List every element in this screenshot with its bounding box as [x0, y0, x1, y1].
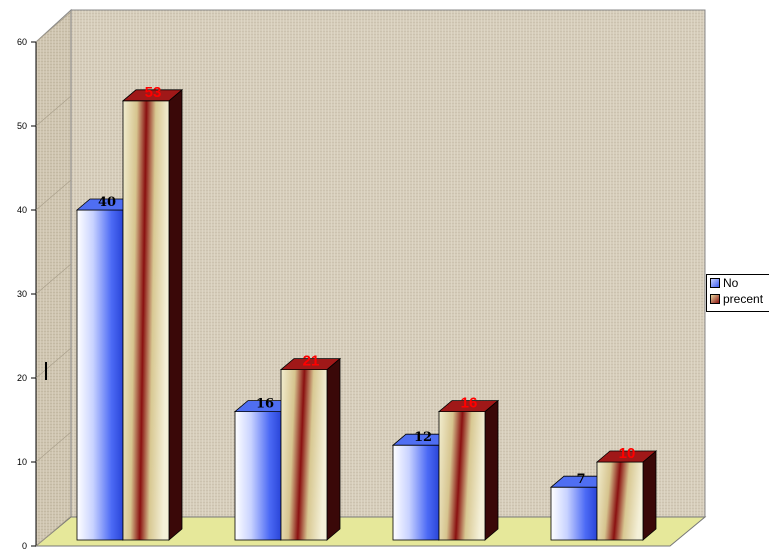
y-gridline-side	[35, 263, 72, 295]
bar-front	[438, 411, 486, 541]
legend: No precent	[706, 274, 769, 312]
data-label-No-1: 16	[256, 397, 274, 412]
bar-front	[122, 100, 170, 541]
data-label-precent-0: 53	[145, 84, 162, 101]
y-gridline-side	[35, 11, 72, 43]
data-label-No-3: 7	[576, 472, 585, 487]
y-gridline-side	[35, 347, 72, 379]
y-gridline-side	[35, 179, 72, 211]
data-label-precent-1: 21	[303, 353, 320, 370]
bar-precent-2	[437, 399, 500, 541]
legend-label-precent: precent	[723, 292, 764, 306]
bar-front	[596, 461, 644, 541]
bars-layer	[75, 88, 658, 541]
y-gridline-side	[35, 515, 72, 547]
y-tick-label: 10	[17, 457, 27, 467]
y-tick-label: 40	[17, 205, 27, 215]
y-tick-label: 30	[17, 289, 27, 299]
y-tick-label: 0	[22, 541, 27, 549]
data-label-No-0: 40	[98, 195, 116, 210]
bar-top	[595, 450, 658, 463]
floor	[34, 516, 707, 547]
legend-item-precent: precent	[707, 291, 769, 307]
bar-side	[168, 88, 183, 541]
legend-item-no: No	[707, 275, 769, 291]
legend-label-no: No	[723, 276, 739, 290]
y-gridline-side	[35, 95, 72, 127]
bar-front	[76, 209, 124, 541]
bar-side	[326, 357, 341, 541]
bar-precent-1	[279, 357, 342, 541]
bar-front	[550, 486, 598, 541]
data-label-No-2: 12	[414, 430, 432, 445]
bar-precent-0	[121, 88, 184, 541]
bar-front	[280, 369, 328, 541]
legend-swatch-no	[710, 278, 720, 288]
bar-side	[484, 399, 499, 541]
bar-precent-3	[595, 450, 658, 541]
bar-top	[121, 89, 184, 102]
data-label-precent-3: 10	[619, 445, 636, 462]
legend-swatch-precent	[710, 294, 720, 304]
bar-No-3	[549, 475, 612, 541]
bar-front	[392, 444, 440, 541]
side-wall	[35, 8, 72, 548]
data-labels-layer: 40 16 12 7 53 21 16 10	[98, 84, 635, 487]
y-tick-label: 60	[17, 37, 27, 47]
bar-top	[437, 400, 500, 413]
y-tick-label: 20	[17, 373, 27, 383]
bar-front	[234, 411, 282, 541]
bar-side	[642, 450, 657, 541]
data-label-precent-2: 16	[461, 395, 478, 412]
y-axis-ticks: 0 10 20 30 40 50 60	[17, 11, 72, 549]
y-gridline-side	[35, 431, 72, 463]
y-tick-label: 50	[17, 121, 27, 131]
bar-top	[279, 358, 342, 371]
